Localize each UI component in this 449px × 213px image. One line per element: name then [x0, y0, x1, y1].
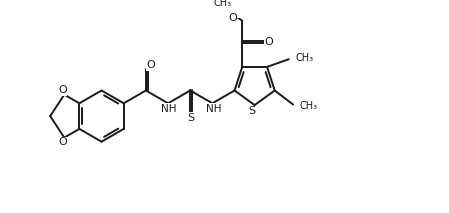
- Text: O: O: [264, 37, 273, 47]
- Text: O: O: [58, 137, 67, 147]
- Text: CH₃: CH₃: [299, 101, 318, 111]
- Text: NH: NH: [161, 104, 177, 114]
- Text: O: O: [58, 85, 67, 95]
- Text: O: O: [146, 60, 155, 70]
- Text: NH: NH: [206, 104, 221, 114]
- Text: S: S: [188, 113, 195, 123]
- Text: S: S: [248, 106, 255, 117]
- Text: CH₃: CH₃: [213, 0, 232, 7]
- Text: O: O: [228, 13, 237, 23]
- Text: CH₃: CH₃: [295, 53, 313, 63]
